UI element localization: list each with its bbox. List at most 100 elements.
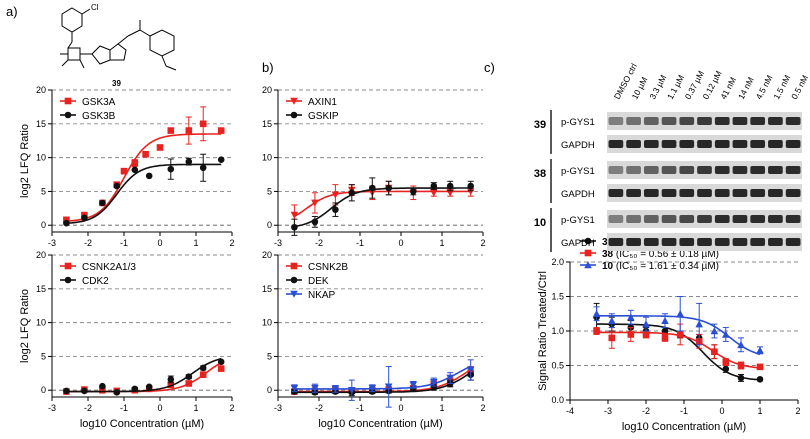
- data-point: [145, 172, 153, 180]
- pyrazole-ring: [109, 43, 127, 61]
- blot-band: [785, 215, 801, 223]
- legend-label: 38 (IC₅₀ = 0.56 ± 0.18 µM): [602, 249, 719, 260]
- row-label: GAPDH: [561, 238, 595, 249]
- data-point: [642, 331, 650, 338]
- data-point: [142, 150, 149, 158]
- blot-band: [697, 189, 712, 197]
- blot-band: [608, 238, 624, 246]
- blot-band: [679, 215, 695, 223]
- row-label: GAPDH: [561, 140, 595, 151]
- y-tick-label: 0: [267, 220, 272, 230]
- y-tick-label: 5: [267, 351, 272, 361]
- legend-label: CSNK2B: [308, 262, 348, 273]
- fit-curve: [294, 190, 471, 218]
- data-point: [593, 327, 600, 335]
- x-tick-label: -2: [642, 406, 650, 416]
- data-point: [711, 348, 718, 355]
- y-tick-label: 10: [36, 318, 46, 328]
- legend-label: 10 (IC₅₀ = 1.61 ± 0.34 µM): [602, 261, 719, 272]
- legend-swatch-marker: [290, 111, 298, 119]
- data-point: [311, 199, 319, 207]
- phenyl-ring: [61, 7, 83, 33]
- x-tick-label: -3: [604, 406, 612, 416]
- x-tick-label: 1: [439, 403, 444, 413]
- series-gsk3b: [63, 153, 225, 227]
- compound-number-label: 39: [112, 79, 121, 88]
- blot-band: [608, 189, 624, 197]
- oxo-bond-1: [61, 59, 69, 67]
- data-point: [676, 331, 684, 338]
- legend-swatch-marker: [584, 249, 592, 257]
- x-tick-label: 0: [157, 403, 162, 413]
- blot-band: [714, 140, 730, 148]
- legend-swatch-marker: [64, 97, 72, 105]
- y-tick-label: 0: [41, 220, 46, 230]
- y-tick-label: 5: [267, 186, 272, 196]
- blot-band: [750, 140, 766, 148]
- blot-band: [768, 117, 783, 125]
- panel-label-b: b): [262, 60, 274, 75]
- blot-band: [626, 117, 641, 125]
- data-point: [466, 188, 475, 196]
- legend-swatch-marker: [64, 262, 72, 270]
- blot-band: [608, 166, 624, 174]
- blot-band: [643, 117, 659, 125]
- blot-band: [608, 117, 624, 125]
- data-point: [466, 366, 475, 374]
- data-point: [385, 184, 393, 192]
- series-cdk2: [63, 357, 225, 396]
- data-point: [608, 334, 616, 342]
- blot-band: [732, 238, 748, 246]
- x-tick-label: 1: [439, 238, 444, 248]
- data-point: [430, 189, 438, 197]
- x-tick-label: 2: [795, 406, 800, 416]
- x-tick-label: 2: [480, 403, 485, 413]
- cl-bond: [81, 8, 91, 15]
- blot-band: [661, 140, 677, 148]
- blot-band: [714, 117, 730, 125]
- group-compound-label: 10: [534, 217, 546, 229]
- y-tick-label: 1.0: [551, 326, 564, 336]
- x-tick-label: -2: [84, 403, 92, 413]
- x-tick-label: -3: [48, 403, 56, 413]
- x-tick-label: 1: [193, 403, 198, 413]
- y-tick-label: 2.0: [551, 257, 564, 267]
- data-point: [290, 384, 299, 393]
- data-point: [63, 219, 70, 227]
- data-point: [331, 385, 340, 393]
- y-tick-label: 20: [36, 85, 46, 95]
- blot-band: [608, 215, 624, 223]
- blot-band: [785, 140, 801, 148]
- blot-band: [714, 215, 730, 223]
- legend-label: GSK3B: [82, 111, 116, 122]
- data-point: [217, 156, 225, 163]
- data-point: [467, 182, 475, 190]
- x-tick-label: -3: [274, 403, 282, 413]
- x-tick-label: -2: [315, 238, 323, 248]
- blot-band: [732, 166, 748, 174]
- blot-band: [714, 238, 730, 246]
- y-tick-label: 10: [262, 153, 272, 163]
- blot-band: [643, 166, 659, 174]
- legend-label: NKAP: [308, 290, 336, 301]
- blot-band: [732, 117, 748, 125]
- fit-curve: [294, 371, 472, 394]
- data-point: [156, 144, 164, 151]
- legend-swatch-marker: [290, 262, 298, 270]
- blot-band: [697, 215, 712, 223]
- data-point: [369, 184, 376, 192]
- legend-compound-number: 10: [602, 261, 614, 272]
- blot-band: [732, 140, 748, 148]
- blot-band: [626, 215, 641, 223]
- legend: CSNK2B DEK NKAP: [286, 262, 348, 301]
- blot-band: [661, 215, 677, 223]
- blot-band: [679, 140, 695, 148]
- blot-band: [608, 140, 624, 148]
- data-point: [661, 334, 669, 342]
- data-point: [185, 127, 193, 134]
- blot-band: [750, 189, 766, 197]
- blot-band: [643, 140, 659, 148]
- blot-band: [679, 117, 695, 125]
- data-point: [291, 223, 298, 231]
